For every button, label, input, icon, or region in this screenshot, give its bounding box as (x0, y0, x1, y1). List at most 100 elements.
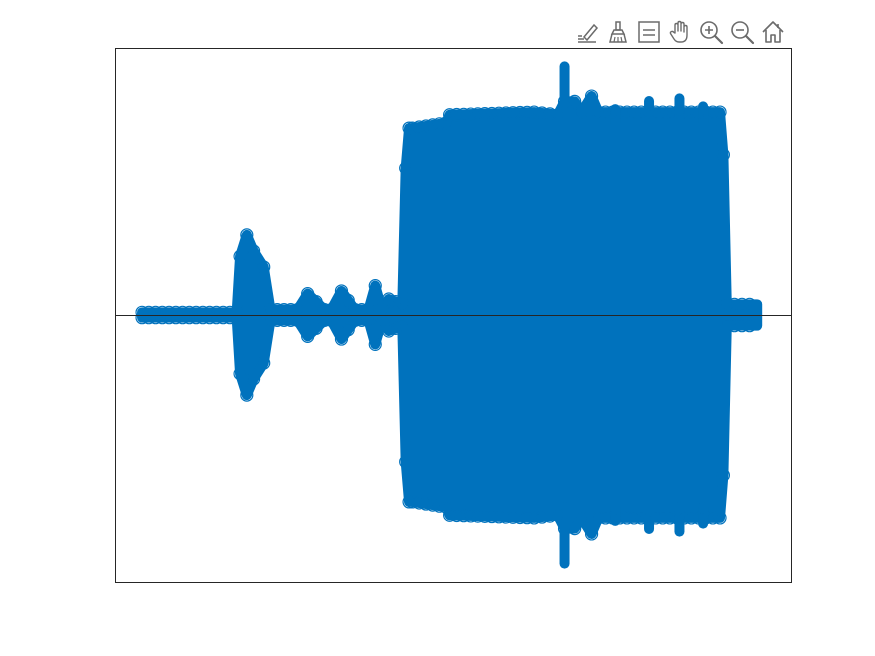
series-marker (301, 329, 315, 343)
series-marker (499, 510, 513, 524)
series-marker (568, 521, 582, 536)
series-marker (382, 292, 396, 306)
series-marker (216, 305, 230, 319)
series-marker (471, 107, 485, 121)
series-marker (742, 319, 757, 333)
series-marker (426, 118, 440, 132)
series-marker (395, 297, 409, 311)
series-marker (301, 287, 315, 301)
series-marker (223, 305, 237, 319)
series-marker (492, 510, 506, 524)
series-marker (176, 305, 190, 319)
zoom-in-icon (699, 21, 723, 45)
series-marker (142, 305, 156, 319)
series-marker (412, 496, 426, 510)
series-marker (557, 521, 572, 536)
series-marker (543, 107, 557, 121)
series-marker (196, 305, 210, 319)
series-marker (656, 511, 670, 525)
series-marker (506, 106, 520, 120)
series-marker (284, 313, 298, 327)
series-marker (450, 107, 464, 122)
series-marker (348, 313, 362, 327)
series-marker (162, 305, 176, 319)
series-marker (677, 105, 691, 119)
series-marker (162, 311, 176, 325)
series-marker (535, 106, 549, 120)
data-tips-button[interactable] (572, 17, 601, 47)
series-marker (551, 108, 565, 122)
series-marker (233, 249, 247, 263)
series-marker (641, 511, 656, 525)
series-spike (559, 501, 570, 569)
series-marker (334, 284, 349, 298)
series-marker (641, 105, 656, 119)
series-marker (361, 313, 376, 327)
series-marker (557, 94, 572, 109)
series-marker (309, 295, 323, 309)
series-marker (742, 297, 757, 311)
series-marker (290, 313, 305, 327)
zoom-out-button[interactable] (727, 17, 756, 47)
axes-box (115, 48, 792, 583)
series-marker (691, 105, 706, 119)
series-marker (663, 105, 677, 119)
series-marker (334, 332, 349, 346)
series-marker (584, 89, 599, 103)
series-marker (713, 105, 727, 119)
series-marker (606, 105, 620, 119)
series-marker (432, 117, 447, 131)
zoom-out-icon (730, 21, 754, 45)
series-marker (513, 510, 527, 525)
series-marker (182, 305, 196, 319)
series-marker (135, 305, 149, 319)
pan-button[interactable] (665, 17, 694, 47)
series-spike (559, 61, 570, 129)
series-marker (691, 511, 706, 525)
series-marker (506, 510, 520, 524)
series-marker (478, 107, 492, 121)
series-marker (257, 356, 271, 370)
series-marker (309, 321, 323, 335)
series-marker (443, 508, 457, 522)
series-marker (443, 108, 457, 122)
series-marker (368, 279, 382, 293)
series-marker (169, 311, 183, 325)
series-marker (535, 510, 549, 524)
series-marker (246, 244, 261, 258)
series-marker (634, 511, 648, 525)
series-marker (457, 107, 471, 121)
series-marker (649, 511, 663, 525)
restore-view-button[interactable] (758, 17, 787, 47)
series-marker (223, 311, 237, 325)
legend-button[interactable] (634, 17, 663, 47)
zoom-in-button[interactable] (696, 17, 725, 47)
series-marker (457, 509, 471, 523)
series-marker (395, 319, 409, 333)
series-marker (402, 495, 416, 509)
series-marker (399, 455, 413, 469)
series-marker (324, 313, 338, 327)
series-marker (233, 367, 247, 381)
series-marker (382, 324, 396, 338)
series-marker (317, 313, 332, 327)
series-marker (148, 305, 163, 319)
series-marker (620, 105, 634, 119)
series-marker (670, 511, 684, 525)
series-marker (584, 527, 599, 541)
series-marker (716, 468, 731, 482)
series-marker (169, 305, 183, 319)
series-marker (450, 508, 464, 523)
series-marker (182, 311, 196, 325)
series-marker (263, 313, 278, 327)
series-marker (670, 105, 684, 119)
series-marker (716, 148, 731, 162)
edit-datatip-icon (577, 23, 598, 43)
brush-button[interactable] (603, 17, 632, 47)
series-marker (699, 511, 713, 525)
series-marker (485, 106, 499, 121)
series-marker (189, 305, 203, 319)
series-marker (405, 121, 420, 135)
